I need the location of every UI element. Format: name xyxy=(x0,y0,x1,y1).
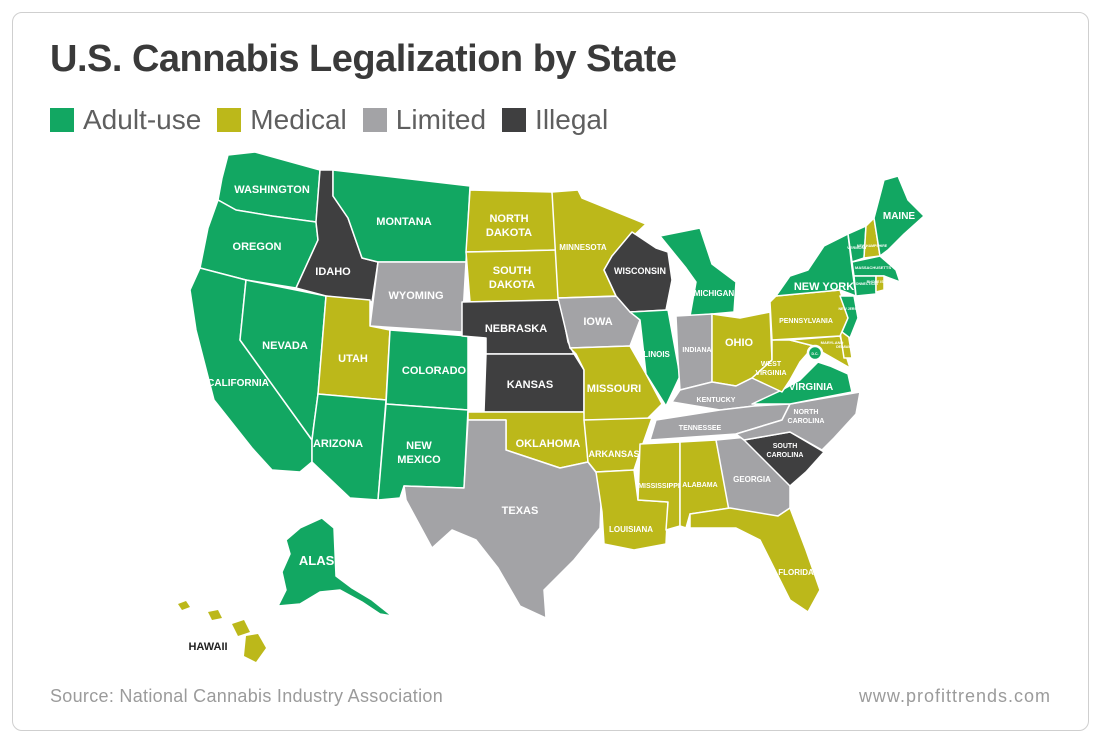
label-nebraska: NEBRASKA xyxy=(485,323,547,335)
label-louisiana: LOUISIANA xyxy=(609,525,653,534)
state-illinois[interactable] xyxy=(629,309,681,407)
label-pennsylvania: PENNSYLVANIA xyxy=(779,318,833,325)
label-oregon: OREGON xyxy=(233,241,282,253)
label-south-dakota-1: SOUTH xyxy=(493,265,532,277)
hawaii-island-maui xyxy=(232,620,250,636)
state-dc[interactable] xyxy=(806,344,824,362)
label-virginia: VIRGINIA xyxy=(789,382,833,393)
label-new-mexico-2: MEXICO xyxy=(397,454,441,466)
label-rhode-island: RHODE ISLAND xyxy=(867,280,894,284)
legend-swatch-limited xyxy=(362,108,387,132)
label-arizona: ARIZONA xyxy=(313,438,363,450)
state-new-mexico[interactable] xyxy=(377,403,469,501)
label-new-jersey: NEW JERSEY xyxy=(839,307,863,311)
label-south-carolina-2: CAROLINA xyxy=(767,452,804,459)
state-hawaii[interactable] xyxy=(178,601,266,662)
state-maine[interactable] xyxy=(873,175,925,257)
legend-swatch-adult-use xyxy=(50,108,74,132)
label-north-dakota-1: NORTH xyxy=(489,213,528,225)
state-louisiana[interactable] xyxy=(595,469,669,551)
state-connecticut[interactable] xyxy=(853,275,877,297)
legend-label-adult-use: Adult-use xyxy=(83,104,202,135)
state-texas[interactable] xyxy=(403,419,603,619)
legend-item-limited: Limited xyxy=(362,104,487,136)
state-alaska[interactable] xyxy=(277,517,393,617)
state-virginia[interactable] xyxy=(751,361,853,405)
label-hawaii: HAWAII xyxy=(188,641,227,653)
label-new-mexico-1: NEW xyxy=(406,440,432,452)
label-delaware: DELAWARE xyxy=(836,345,857,349)
legend: Adult-use Medical Limited Illegal xyxy=(50,104,624,136)
label-iowa: IOWA xyxy=(583,316,612,328)
label-indiana: INDIANA xyxy=(682,347,711,354)
label-new-hampshire: NEW HAMPSHIRE xyxy=(857,244,888,248)
label-missouri: MISSOURI xyxy=(587,383,641,395)
label-georgia: GEORGIA xyxy=(733,475,771,484)
label-colorado: COLORADO xyxy=(402,365,467,377)
label-arkansas: ARKANSAS xyxy=(588,449,639,459)
label-kentucky: KENTUCKY xyxy=(697,397,736,404)
hawaii-island-kauai xyxy=(178,601,190,610)
state-wisconsin[interactable] xyxy=(603,231,673,313)
label-tennessee: TENNESSEE xyxy=(679,425,722,432)
state-pennsylvania[interactable] xyxy=(769,289,849,341)
label-west-virginia-1: WEST xyxy=(761,361,782,368)
legend-item-illegal: Illegal xyxy=(502,104,608,136)
label-california: CALIFORNIA xyxy=(207,378,269,389)
label-oklahoma: OKLAHOMA xyxy=(516,438,581,450)
label-idaho: IDAHO xyxy=(315,266,351,278)
state-michigan[interactable] xyxy=(659,227,737,317)
state-florida[interactable] xyxy=(689,507,821,613)
legend-swatch-illegal xyxy=(502,108,527,132)
label-alaska: ALASKA xyxy=(299,553,354,568)
legend-label-limited: Limited xyxy=(395,104,487,135)
page-title: U.S. Cannabis Legalization by State xyxy=(50,38,677,80)
label-kansas: KANSAS xyxy=(507,379,553,391)
label-south-dakota-2: DAKOTA xyxy=(489,279,535,291)
label-wisconsin: WISCONSIN xyxy=(614,266,666,276)
state-north-carolina[interactable] xyxy=(735,391,861,451)
label-north-carolina-2: CAROLINA xyxy=(788,418,825,425)
label-utah: UTAH xyxy=(338,353,368,365)
label-montana: MONTANA xyxy=(376,216,431,228)
source-credit: Source: National Cannabis Industry Assoc… xyxy=(50,686,444,706)
label-new-york: NEW YORK xyxy=(794,281,854,293)
label-ohio: OHIO xyxy=(725,337,754,349)
legend-swatch-medical xyxy=(217,108,242,132)
hawaii-island-oahu xyxy=(208,610,222,620)
label-washington: WASHINGTON xyxy=(234,184,310,196)
legend-item-adult-use: Adult-use xyxy=(50,104,201,136)
label-north-carolina-1: NORTH xyxy=(794,409,819,416)
state-rhode-island[interactable] xyxy=(875,275,885,293)
legend-item-medical: Medical xyxy=(217,104,347,136)
label-west-virginia-2: VIRGINIA xyxy=(755,370,786,377)
label-maine: MAINE xyxy=(883,211,916,222)
hawaii-island-big xyxy=(244,634,266,662)
label-connecticut: CONNECTICUT xyxy=(853,282,879,286)
label-texas: TEXAS xyxy=(502,505,539,517)
legend-label-medical: Medical xyxy=(250,104,347,135)
label-mississippi: MISSISSIPPI xyxy=(638,483,680,490)
state-iowa[interactable] xyxy=(557,295,641,349)
label-dc: D.C. xyxy=(812,352,819,356)
label-massachusetts: MASSACHUSETTS xyxy=(855,265,891,270)
label-south-carolina-1: SOUTH xyxy=(773,443,798,450)
website-link[interactable]: www.profittrends.com xyxy=(858,686,1051,706)
label-michigan: MICHIGAN xyxy=(694,289,735,298)
label-wyoming: WYOMING xyxy=(389,290,444,302)
label-vermont: VERMONT xyxy=(847,245,868,250)
label-nevada: NEVADA xyxy=(262,340,308,352)
label-north-dakota-2: DAKOTA xyxy=(486,227,532,239)
label-maryland: MARYLAND xyxy=(821,340,844,345)
label-alabama: ALABAMA xyxy=(682,482,717,489)
label-florida: FLORIDA xyxy=(778,568,814,577)
legend-label-illegal: Illegal xyxy=(535,104,609,135)
label-minnesota: MINNESOTA xyxy=(559,243,607,252)
label-illinois: ILLINOIS xyxy=(636,350,670,359)
